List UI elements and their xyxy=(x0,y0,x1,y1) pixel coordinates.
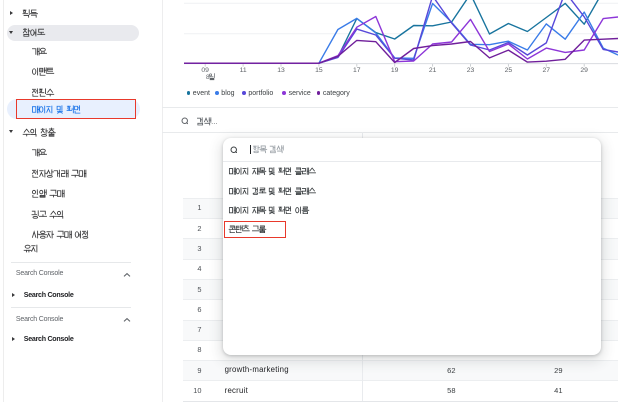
svg-text:.: . xyxy=(215,117,217,126)
svg-text:8: 8 xyxy=(206,74,210,81)
svg-text:.: . xyxy=(211,117,213,126)
svg-text:.: . xyxy=(213,117,215,126)
